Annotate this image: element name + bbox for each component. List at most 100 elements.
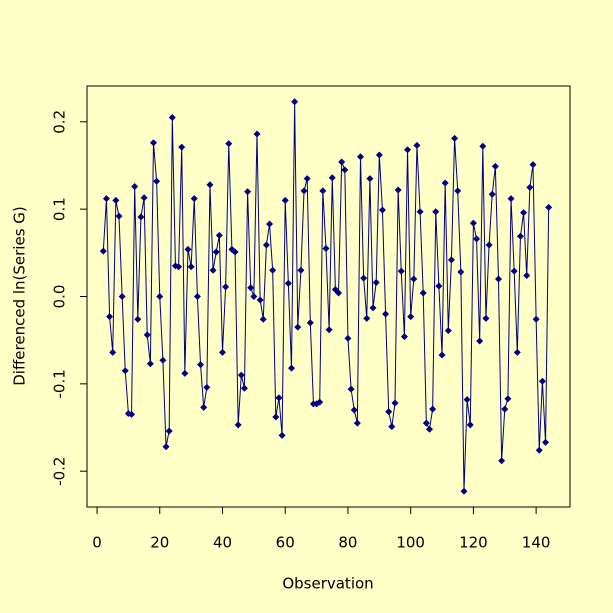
data-point — [382, 310, 390, 318]
data-point — [181, 369, 189, 377]
data-point — [542, 438, 550, 446]
data-point — [102, 195, 110, 203]
data-point — [451, 134, 459, 142]
data-point — [190, 195, 198, 203]
data-point — [256, 296, 264, 304]
data-point — [457, 268, 465, 276]
data-point — [218, 348, 226, 356]
y-tick-label: -0.2 — [51, 457, 69, 486]
x-tick-label: 0 — [92, 534, 102, 552]
data-point — [466, 421, 474, 429]
data-point — [410, 275, 418, 283]
data-point — [350, 406, 358, 414]
data-point — [297, 266, 305, 274]
data-point — [432, 208, 440, 216]
data-point — [162, 443, 170, 451]
data-point — [520, 209, 528, 217]
x-tick-label: 140 — [522, 534, 551, 552]
data-point — [259, 315, 267, 323]
data-point — [146, 360, 154, 368]
data-point — [363, 314, 371, 322]
data-point — [322, 244, 330, 252]
data-point — [463, 396, 471, 404]
data-point — [178, 143, 186, 151]
data-point — [360, 274, 368, 282]
data-point — [325, 326, 333, 334]
data-point — [294, 323, 302, 331]
data-point — [356, 153, 364, 161]
data-point — [394, 186, 402, 194]
data-point — [266, 220, 274, 228]
data-point — [435, 282, 443, 290]
data-point — [206, 181, 214, 189]
data-point — [175, 263, 183, 271]
data-point — [419, 289, 427, 297]
data-point — [338, 158, 346, 166]
data-point — [366, 175, 374, 183]
data-point — [272, 413, 280, 421]
data-point — [134, 315, 142, 323]
data-point — [262, 241, 270, 249]
data-point — [494, 275, 502, 283]
data-point — [225, 140, 233, 148]
data-point — [447, 256, 455, 264]
x-axis-label: Observation — [282, 575, 373, 593]
data-point — [391, 399, 399, 407]
data-point — [535, 446, 543, 454]
data-point — [347, 385, 355, 393]
data-point — [375, 151, 383, 159]
data-point — [244, 188, 252, 196]
data-point — [143, 331, 151, 339]
data-point — [404, 146, 412, 154]
data-point — [353, 419, 361, 427]
data-point — [513, 348, 521, 356]
data-point — [184, 245, 192, 253]
data-point — [545, 203, 553, 211]
y-tick-label: 0.2 — [51, 110, 69, 134]
data-point — [344, 334, 352, 342]
data-point — [215, 231, 223, 239]
y-axis-label: Differenced ln(Series G) — [11, 206, 29, 386]
data-point — [416, 208, 424, 216]
data-point — [159, 356, 167, 364]
data-point — [469, 219, 477, 227]
data-point — [247, 284, 255, 292]
data-point — [153, 177, 161, 185]
x-tick-label: 40 — [213, 534, 232, 552]
data-point — [275, 394, 283, 402]
data-point — [335, 289, 343, 297]
data-point — [156, 293, 164, 300]
data-point — [441, 179, 449, 187]
data-point — [473, 235, 481, 243]
data-point — [488, 190, 496, 198]
data-point — [510, 267, 518, 275]
data-point — [425, 425, 433, 433]
data-point — [397, 267, 405, 275]
data-point — [149, 139, 157, 147]
data-point — [300, 187, 308, 195]
data-point — [516, 232, 524, 240]
data-point — [476, 337, 484, 345]
y-tick-label: -0.1 — [51, 369, 69, 398]
data-point — [121, 367, 129, 375]
data-point — [400, 333, 408, 341]
data-point — [319, 187, 327, 195]
data-point — [284, 279, 292, 287]
data-point — [231, 248, 239, 256]
data-point — [165, 427, 173, 435]
x-tick-label: 20 — [150, 534, 169, 552]
data-point — [523, 272, 531, 280]
data-point — [287, 364, 295, 372]
data-point — [438, 351, 446, 359]
data-point — [532, 315, 540, 323]
data-point — [237, 371, 245, 379]
data-point — [485, 241, 493, 249]
data-point — [234, 421, 242, 429]
data-point — [209, 266, 217, 274]
data-point — [278, 431, 286, 439]
data-point — [187, 263, 195, 271]
data-point — [369, 304, 377, 312]
data-point — [109, 348, 117, 356]
data-point — [306, 319, 314, 327]
